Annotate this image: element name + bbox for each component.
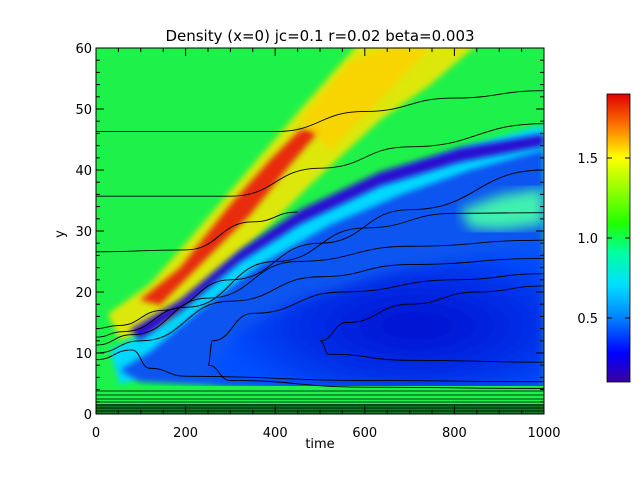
x-axis: 0 200 400 600 800 1000 [92,48,561,441]
contour-line-3 [96,211,298,253]
contour-line-1 [96,90,544,133]
contour-line-8 [96,349,544,383]
cavity-core [210,250,544,388]
high-density-ridge [108,48,474,340]
colorbar-tick-label: 1.0 [577,232,598,247]
y-tick-label: 0 [84,408,92,423]
y-tick-label: 50 [75,103,92,118]
x-tick-label: 600 [352,426,377,441]
ridge-core [140,130,320,305]
y-tick-label: 30 [75,225,92,240]
colorbar-tick-label: 0.5 [577,312,598,327]
contour-line-5 [96,212,544,338]
contour-line-9 [207,273,544,389]
contour-lines [96,90,544,389]
bottom-boundary-dark [96,404,544,414]
x-tick-label: 400 [263,426,288,441]
y-axis: 0 10 20 30 40 50 60 [75,42,544,423]
y-tick-label: 60 [75,42,92,57]
upper-right-patch [460,188,544,230]
x-tick-label: 1000 [527,426,560,441]
contour-line-7 [96,258,544,354]
y-tick-label: 20 [75,286,92,301]
contour-line-4 [96,169,544,330]
contour-line-6 [96,239,544,346]
y-axis-label: y [53,230,68,238]
contour-line-10 [319,285,544,363]
x-tick-label: 200 [173,426,198,441]
y-tick-label: 10 [75,347,92,362]
y-tick-label: 40 [75,164,92,179]
x-tick-label: 0 [92,426,100,441]
contour-line-2 [96,123,544,197]
x-axis-label: time [305,437,334,452]
density-heatmap [96,48,544,414]
chart-title: Density (x=0) jc=0.1 r=0.02 beta=0.003 [165,27,474,45]
x-tick-label: 800 [442,426,467,441]
colorbar-tick-label: 1.5 [577,152,598,167]
ridge-upper [300,48,430,150]
colorbar-ticks: 0.5 1.0 1.5 [577,152,630,327]
